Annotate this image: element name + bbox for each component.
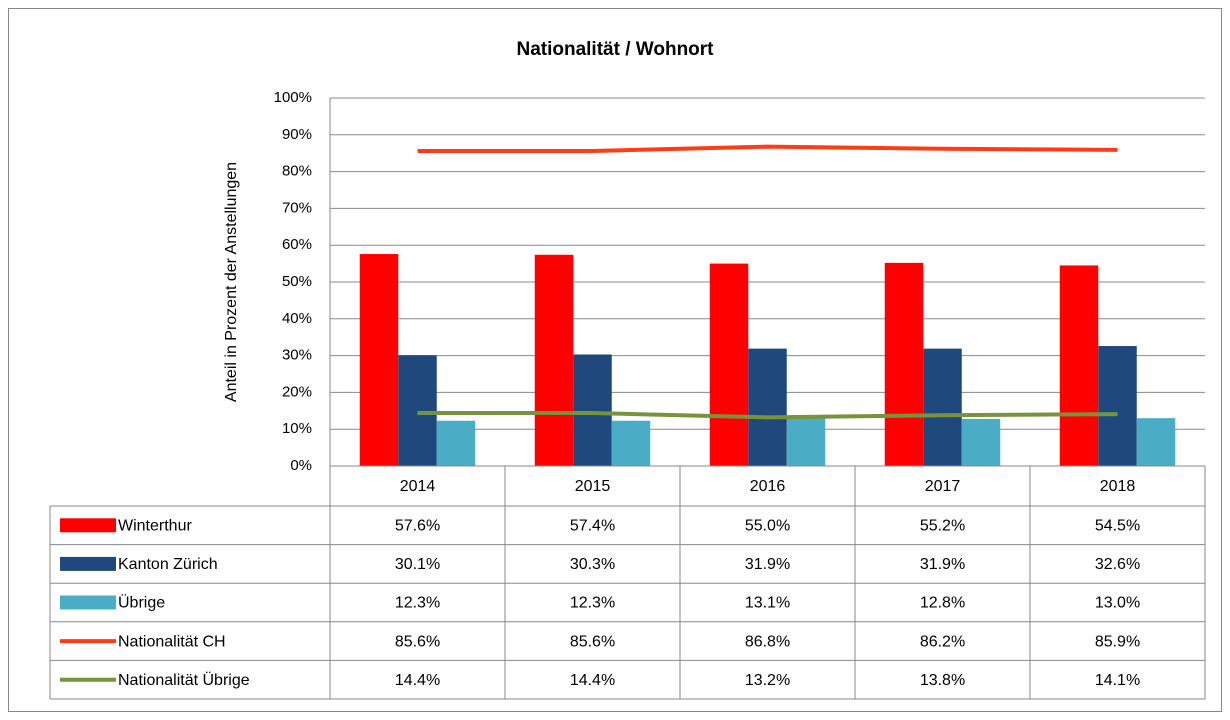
y-tick-label: 100% — [274, 89, 312, 106]
bar — [923, 348, 962, 466]
y-axis-label: Anteil in Prozent der Anstellungen — [223, 162, 240, 402]
bar — [786, 417, 826, 466]
bar — [884, 262, 924, 466]
table-value: 31.9% — [745, 556, 790, 573]
legend-key — [60, 518, 116, 533]
table-value: 13.2% — [745, 672, 790, 689]
x-tick-label: 2015 — [575, 478, 611, 495]
bar — [1059, 265, 1099, 466]
y-tick-label: 70% — [282, 199, 312, 216]
table-value: 14.4% — [395, 672, 440, 689]
y-tick-label: 30% — [282, 347, 312, 364]
table-value: 85.6% — [570, 633, 615, 650]
table-value: 30.1% — [395, 556, 440, 573]
bar — [359, 254, 399, 466]
table-value: 12.3% — [570, 595, 615, 612]
table-value: 12.3% — [395, 595, 440, 612]
line — [417, 144, 1118, 153]
table-value: 86.8% — [745, 633, 790, 650]
table-value: 54.5% — [1095, 518, 1140, 535]
bar — [1098, 346, 1137, 466]
table-value: 57.4% — [570, 518, 615, 535]
table-value: 12.8% — [920, 595, 965, 612]
y-tick-label: 80% — [282, 163, 312, 180]
table-value: 13.0% — [1095, 595, 1140, 612]
y-tick-label: 90% — [282, 126, 312, 143]
table-value: 13.1% — [745, 595, 790, 612]
y-tick-label: 0% — [290, 457, 312, 474]
bar — [709, 263, 749, 466]
y-tick-label: 20% — [282, 383, 312, 400]
legend-label: Nationalität CH — [118, 633, 226, 650]
bar — [534, 254, 574, 466]
table-value: 31.9% — [920, 556, 965, 573]
table-value: 13.8% — [920, 672, 965, 689]
bar — [573, 354, 612, 466]
line — [417, 411, 1118, 420]
table-value: 14.4% — [570, 672, 615, 689]
y-tick-label: 60% — [282, 236, 312, 253]
table-value: 30.3% — [570, 556, 615, 573]
bar — [436, 420, 476, 466]
legend-label: Winterthur — [118, 518, 192, 535]
legend-label: Kanton Zürich — [118, 556, 218, 573]
table-value: 57.6% — [395, 518, 440, 535]
bar — [1136, 418, 1176, 466]
chart-border — [8, 8, 1222, 712]
x-tick-label: 2017 — [925, 478, 961, 495]
bar — [748, 348, 787, 466]
y-tick-label: 10% — [282, 420, 312, 437]
table-value: 85.9% — [1095, 633, 1140, 650]
bar — [611, 420, 651, 466]
x-tick-label: 2016 — [750, 478, 786, 495]
chart-title: Nationalität / Wohnort — [516, 39, 714, 60]
table-value: 86.2% — [920, 633, 965, 650]
x-tick-label: 2018 — [1100, 478, 1136, 495]
table-value: 55.0% — [745, 518, 790, 535]
legend-label: Übrige — [118, 594, 165, 612]
bar — [398, 355, 437, 466]
x-tick-label: 2014 — [400, 478, 436, 495]
legend-label: Nationalität Übrige — [118, 671, 250, 689]
y-tick-label: 50% — [282, 273, 312, 290]
table-value: 85.6% — [395, 633, 440, 650]
table-value: 14.1% — [1095, 672, 1140, 689]
bar — [961, 418, 1001, 466]
table-value: 32.6% — [1095, 556, 1140, 573]
legend-key — [60, 595, 116, 610]
table-value: 55.2% — [920, 518, 965, 535]
legend-key — [60, 556, 116, 571]
y-tick-label: 40% — [282, 310, 312, 327]
